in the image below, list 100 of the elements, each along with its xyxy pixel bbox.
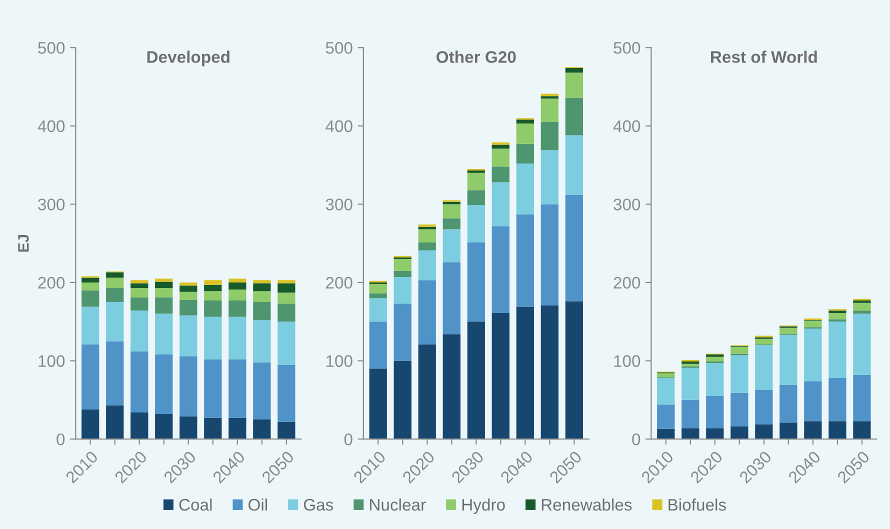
bar <box>540 204 558 306</box>
bar <box>828 313 846 320</box>
bar <box>228 300 246 317</box>
y-tick-label: 300 <box>614 198 640 210</box>
bar <box>853 310 871 314</box>
bar <box>516 124 534 144</box>
bar <box>780 334 798 386</box>
bar <box>82 278 100 282</box>
bar <box>853 421 871 440</box>
y-tick-label: 0 <box>632 433 640 446</box>
bar <box>278 292 296 304</box>
chart-title: Developed <box>147 50 230 66</box>
bar <box>204 316 222 360</box>
bar <box>204 280 222 285</box>
bar <box>155 297 173 314</box>
bar <box>180 300 198 316</box>
bar <box>516 120 534 124</box>
y-tick-label: 0 <box>56 433 65 446</box>
bar <box>394 270 412 278</box>
bar <box>228 316 246 360</box>
bar <box>804 320 822 328</box>
bar <box>253 419 271 440</box>
y-tick-label: 200 <box>326 276 352 289</box>
bar <box>755 390 773 424</box>
legend-label: Gas <box>304 498 334 511</box>
bar <box>467 204 485 243</box>
bar <box>82 290 100 307</box>
bar <box>228 282 246 290</box>
bar <box>492 166 510 182</box>
bar <box>106 405 124 440</box>
legend-label: Hydro <box>462 498 505 514</box>
bar <box>730 346 748 354</box>
bar <box>442 229 460 262</box>
bar <box>442 204 460 218</box>
bar <box>682 368 700 400</box>
bar <box>804 381 822 422</box>
bar <box>204 418 222 440</box>
bar <box>706 428 724 440</box>
bar <box>369 293 387 298</box>
y-tick-label: 100 <box>38 355 65 367</box>
bar <box>492 182 510 226</box>
bar <box>730 392 748 427</box>
bar <box>467 172 485 190</box>
bar <box>228 418 246 440</box>
bar <box>516 163 534 214</box>
bar <box>442 262 460 334</box>
bar <box>228 290 246 300</box>
y-tick-label: 300 <box>38 198 65 210</box>
bar <box>682 400 700 428</box>
bar <box>418 280 436 344</box>
y-tick-label: 400 <box>38 120 65 132</box>
bar <box>204 300 222 317</box>
bar <box>130 288 148 298</box>
bar <box>780 385 798 423</box>
bar <box>278 422 296 440</box>
bar <box>106 341 124 406</box>
bar <box>253 283 271 292</box>
bar <box>755 338 773 344</box>
bar <box>228 278 246 282</box>
bar <box>780 328 798 334</box>
bar <box>130 283 148 288</box>
bar <box>106 278 124 288</box>
bar <box>565 72 583 98</box>
bar <box>706 363 724 396</box>
bar <box>253 320 271 362</box>
bar <box>418 242 436 250</box>
bar <box>853 300 871 303</box>
bar <box>204 359 222 418</box>
bar <box>492 313 510 440</box>
bar <box>467 190 485 205</box>
bar <box>418 229 436 243</box>
bar <box>540 150 558 204</box>
y-tick-label: 200 <box>614 276 640 289</box>
bar <box>853 314 871 375</box>
bar <box>828 322 846 378</box>
bar <box>130 412 148 440</box>
y-tick-label: 500 <box>614 42 640 54</box>
bar <box>180 315 198 356</box>
bar <box>155 278 173 282</box>
bar <box>853 302 871 311</box>
bar <box>106 302 124 342</box>
bar <box>682 364 700 366</box>
chart-title: Other G20 <box>436 50 516 63</box>
bar <box>730 355 748 393</box>
bar <box>706 356 724 362</box>
bar <box>804 328 822 382</box>
bar <box>730 426 748 440</box>
bar <box>657 404 675 429</box>
bar <box>442 334 460 440</box>
bar <box>780 422 798 440</box>
legend-label: Coal <box>179 498 212 511</box>
y-tick-label: 100 <box>326 355 352 367</box>
bar <box>82 409 100 440</box>
bar <box>828 378 846 422</box>
y-tick-label: 0 <box>344 433 352 446</box>
bar <box>155 414 173 440</box>
bar <box>492 226 510 314</box>
bar <box>394 360 412 440</box>
y-axis-title: EJ <box>18 235 29 252</box>
bar <box>516 144 534 164</box>
